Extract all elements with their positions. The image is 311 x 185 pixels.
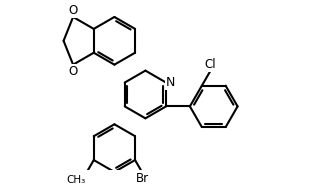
Text: O: O	[68, 4, 78, 17]
Text: Cl: Cl	[204, 58, 216, 71]
Text: CH₃: CH₃	[66, 174, 86, 184]
Text: N: N	[166, 76, 175, 89]
Text: Br: Br	[136, 172, 149, 185]
Text: O: O	[68, 65, 78, 78]
